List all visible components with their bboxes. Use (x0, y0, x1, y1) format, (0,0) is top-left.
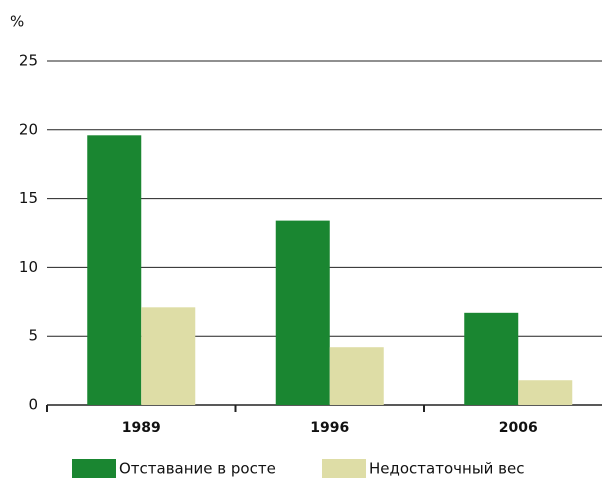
bar (275, 220, 330, 405)
y-tick-label: 25 (19, 52, 38, 70)
bar (329, 347, 384, 405)
y-tick-label: 20 (19, 120, 38, 138)
bar (518, 380, 573, 405)
legend-label: Отставание в росте (119, 460, 276, 478)
bar (141, 307, 196, 405)
y-tick-label: 15 (19, 189, 38, 207)
bar (87, 135, 142, 405)
legend-swatch (72, 459, 116, 478)
legend-label: Недостаточный вес (369, 460, 525, 478)
y-axis-label: % (10, 13, 24, 31)
y-tick-label: 0 (28, 396, 38, 414)
y-tick-label: 10 (19, 258, 38, 276)
legend-swatch (322, 459, 366, 478)
x-tick-label: 1996 (310, 420, 349, 436)
x-tick-label: 1989 (122, 420, 161, 436)
x-tick-label: 2006 (499, 420, 538, 436)
y-tick-label: 5 (28, 327, 38, 345)
bar (464, 312, 519, 405)
